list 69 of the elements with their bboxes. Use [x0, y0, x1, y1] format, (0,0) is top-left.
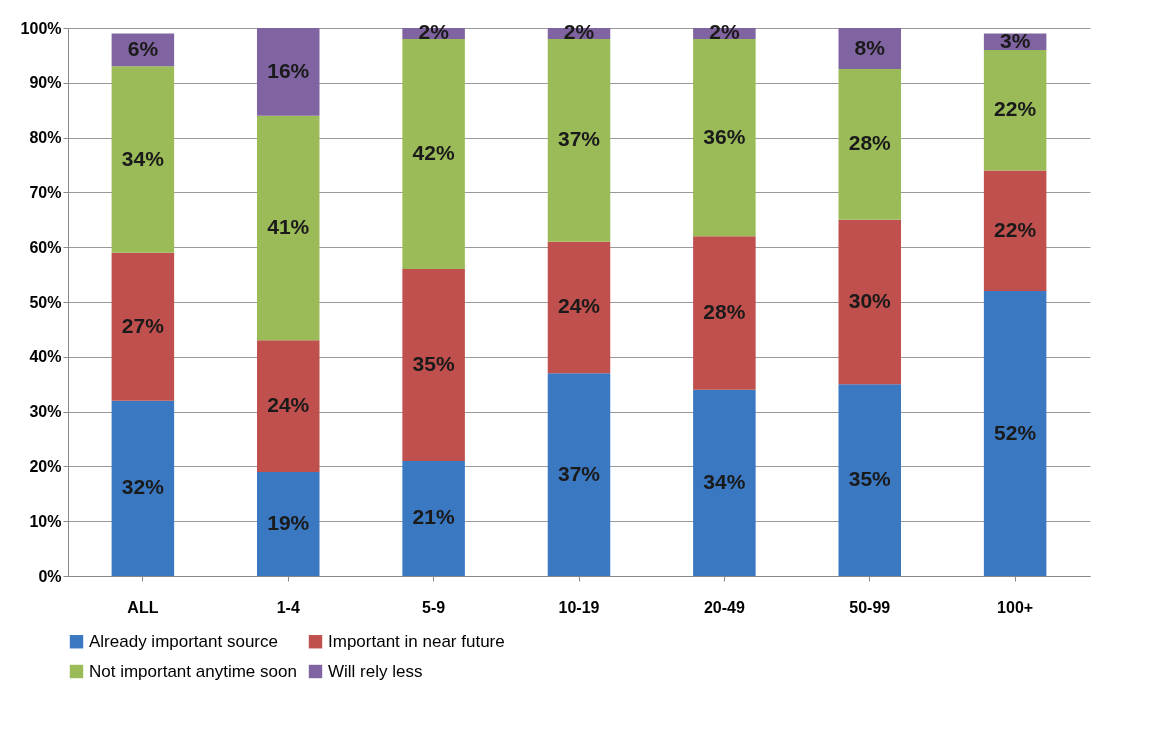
bar: [838, 219, 902, 385]
data-label: 30%: [848, 289, 892, 312]
data-label: 24%: [557, 294, 601, 318]
y-tick-label: 20%: [29, 457, 62, 475]
data-label: 16%: [267, 58, 310, 82]
bar: [693, 38, 756, 237]
y-tick-label: 100%: [20, 19, 62, 37]
bar: [256, 340, 320, 472]
bar: [547, 241, 611, 374]
data-label: 35%: [848, 467, 892, 491]
bar: [983, 291, 1047, 576]
data-label: 34%: [703, 469, 746, 493]
data-label: 41%: [267, 215, 310, 239]
x-tick-label: ALL: [127, 598, 159, 616]
bar: [111, 66, 175, 253]
x-tick-label: 50-99: [849, 598, 891, 616]
data-label: 36%: [703, 124, 746, 148]
bar: [547, 38, 611, 242]
data-label: 35%: [412, 352, 455, 376]
data-label: 28%: [848, 131, 892, 155]
bar: [983, 49, 1047, 171]
bar: [693, 236, 756, 390]
y-tick-label: 0%: [38, 567, 62, 585]
y-tick-label: 10%: [29, 512, 62, 530]
data-label: 3%: [999, 28, 1031, 52]
data-label: 37%: [557, 127, 601, 151]
data-label: 21%: [412, 505, 455, 529]
bar: [402, 269, 465, 461]
legend-label: Not important anytime soon: [89, 661, 297, 681]
data-label: 27%: [121, 313, 165, 337]
bar: [693, 389, 756, 576]
data-label: 19%: [267, 510, 310, 534]
bar: [111, 252, 175, 401]
bar: [402, 38, 465, 270]
bar: [838, 384, 902, 576]
y-tick-label: 60%: [29, 238, 62, 256]
bar: [983, 170, 1047, 292]
bar: [256, 471, 320, 576]
bar: [256, 28, 320, 116]
x-tick-label: 100+: [997, 598, 1034, 616]
y-tick-label: 40%: [29, 348, 62, 366]
legend-label: Will rely less: [328, 661, 423, 681]
y-tick-label: 30%: [29, 403, 62, 421]
data-label: 32%: [121, 475, 165, 499]
bar: [402, 460, 465, 576]
y-tick-label: 70%: [29, 183, 62, 201]
x-tick-label: 1-4: [276, 598, 300, 616]
data-label: 37%: [557, 461, 601, 485]
bar: [111, 400, 175, 576]
data-label: 8%: [854, 35, 886, 59]
data-label: 6%: [127, 36, 159, 60]
x-tick-label: 20-49: [703, 598, 745, 616]
y-tick-label: 90%: [29, 74, 62, 92]
data-label: 24%: [267, 393, 310, 417]
data-label: 28%: [703, 299, 746, 323]
legend-label: Already important source: [89, 631, 278, 651]
y-tick-label: 50%: [29, 293, 62, 311]
data-label: 34%: [121, 146, 165, 170]
bar: [547, 373, 611, 576]
bar: [256, 115, 320, 341]
y-tick-label: 80%: [29, 129, 62, 147]
data-label: 52%: [994, 420, 1037, 444]
legend-label: Important in near future: [328, 631, 505, 651]
x-tick-label: 10-19: [558, 598, 600, 616]
data-label: 22%: [994, 97, 1037, 121]
data-label: 22%: [994, 217, 1037, 241]
data-label: 42%: [412, 141, 455, 165]
bar: [838, 69, 902, 220]
x-tick-label: 5-9: [422, 598, 446, 616]
